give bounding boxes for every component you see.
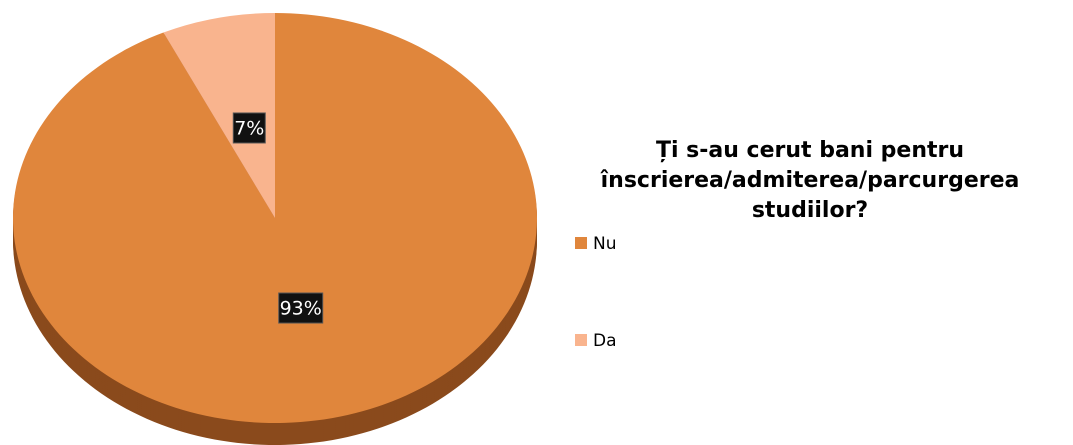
legend-label: Nu — [593, 234, 617, 254]
slice — [12, 13, 537, 423]
legend-label: Da — [593, 331, 617, 351]
data-label: 93% — [280, 298, 322, 320]
data-label: 7% — [234, 117, 264, 139]
chart-title: Ți s-au cerut bani pentru înscrierea/adm… — [600, 138, 1020, 223]
data-label-box — [278, 292, 324, 324]
legend-swatch — [575, 334, 587, 346]
data-label-box — [232, 112, 266, 144]
slice — [163, 13, 275, 218]
legend-swatch — [575, 237, 587, 249]
